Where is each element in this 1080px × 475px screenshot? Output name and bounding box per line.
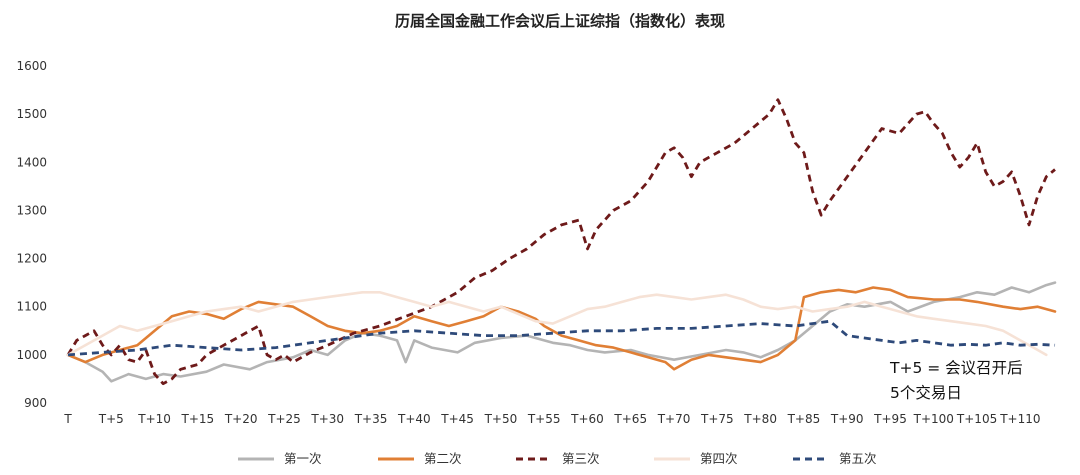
legend-label: 第一次 — [284, 451, 322, 466]
x-tick-label: T+70 — [657, 412, 691, 426]
x-tick-label: T+90 — [830, 412, 864, 426]
series-line — [66, 286, 1057, 371]
x-axis-ticks: T T+5 T+10 T+15 T+20 T+25 T+30 T+35 T+40 T+45 T+50… — [63, 412, 1040, 426]
y-axis-ticks: 900 1000 1100 1200 1300 1400 1500 1600 — [16, 59, 47, 410]
x-tick-label: T+20 — [224, 412, 258, 426]
x-tick-label: T+85 — [787, 412, 821, 426]
y-tick-label: 900 — [24, 396, 47, 410]
x-tick-label: T+30 — [310, 412, 344, 426]
x-tick-label: T+55 — [527, 412, 561, 426]
y-tick-label: 1500 — [16, 107, 47, 121]
x-tick-label: T+40 — [397, 412, 431, 426]
series-line — [66, 281, 1057, 383]
x-tick-label: T+65 — [613, 412, 647, 426]
chart-title: 历届全国金融工作会议后上证综指（指数化）表现 — [395, 12, 725, 30]
y-tick-label: 1200 — [16, 252, 47, 266]
y-tick-label: 1400 — [16, 155, 47, 169]
legend-label: 第五次 — [839, 451, 877, 466]
x-tick-label: T+45 — [440, 412, 474, 426]
y-tick-label: 1000 — [16, 348, 47, 362]
y-tick-label: 1300 — [16, 203, 47, 217]
x-tick-label: T+80 — [743, 412, 777, 426]
y-tick-label: 1100 — [16, 300, 47, 314]
annotation-line-1: T+5 = 会议召开后 — [889, 359, 1023, 377]
x-tick-label: T+25 — [267, 412, 301, 426]
y-tick-label: 1600 — [16, 59, 47, 73]
x-tick-label: T+10 — [137, 412, 171, 426]
x-tick-label: T+110 — [999, 412, 1040, 426]
x-tick-label: T+5 — [98, 412, 124, 426]
annotation-line-2: 5个交易日 — [890, 384, 962, 402]
legend: 第一次 第二次 第三次 第四次 第五次 — [238, 451, 877, 466]
legend-label: 第四次 — [700, 451, 738, 466]
x-tick-label: T+105 — [956, 412, 997, 426]
x-tick-label: T+50 — [484, 412, 518, 426]
series-line — [66, 98, 1056, 386]
x-tick-label: T+100 — [913, 412, 954, 426]
x-tick-label: T+75 — [700, 412, 734, 426]
x-tick-label: T — [63, 412, 72, 426]
x-tick-label: T+60 — [570, 412, 604, 426]
series-layer — [66, 98, 1057, 386]
series-line — [67, 319, 1056, 357]
x-tick-label: T+15 — [181, 412, 215, 426]
series-line — [66, 291, 1048, 357]
legend-label: 第二次 — [424, 451, 462, 466]
x-tick-label: T+95 — [873, 412, 907, 426]
legend-label: 第三次 — [562, 451, 600, 466]
x-tick-label: T+35 — [354, 412, 388, 426]
